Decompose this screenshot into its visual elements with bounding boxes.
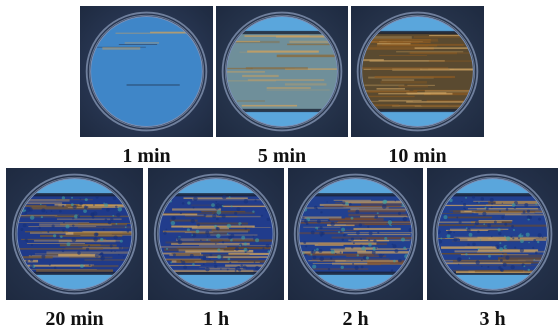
- caption-10min: 10 min: [388, 145, 447, 167]
- caption-3h: 3 h: [479, 308, 506, 330]
- panel-1min: [80, 6, 213, 137]
- caption-2h: 2 h: [342, 308, 369, 330]
- panel-5min: [216, 6, 348, 137]
- caption-1min: 1 min: [122, 145, 171, 167]
- panel-2h: [288, 168, 423, 300]
- panel-20min: [6, 168, 143, 300]
- panel-3h: [427, 168, 558, 300]
- caption-20min: 20 min: [45, 308, 104, 330]
- caption-1h: 1 h: [202, 308, 230, 330]
- panel-1h: [148, 168, 284, 300]
- caption-5min: 5 min: [257, 145, 307, 167]
- panel-10min: [351, 6, 484, 137]
